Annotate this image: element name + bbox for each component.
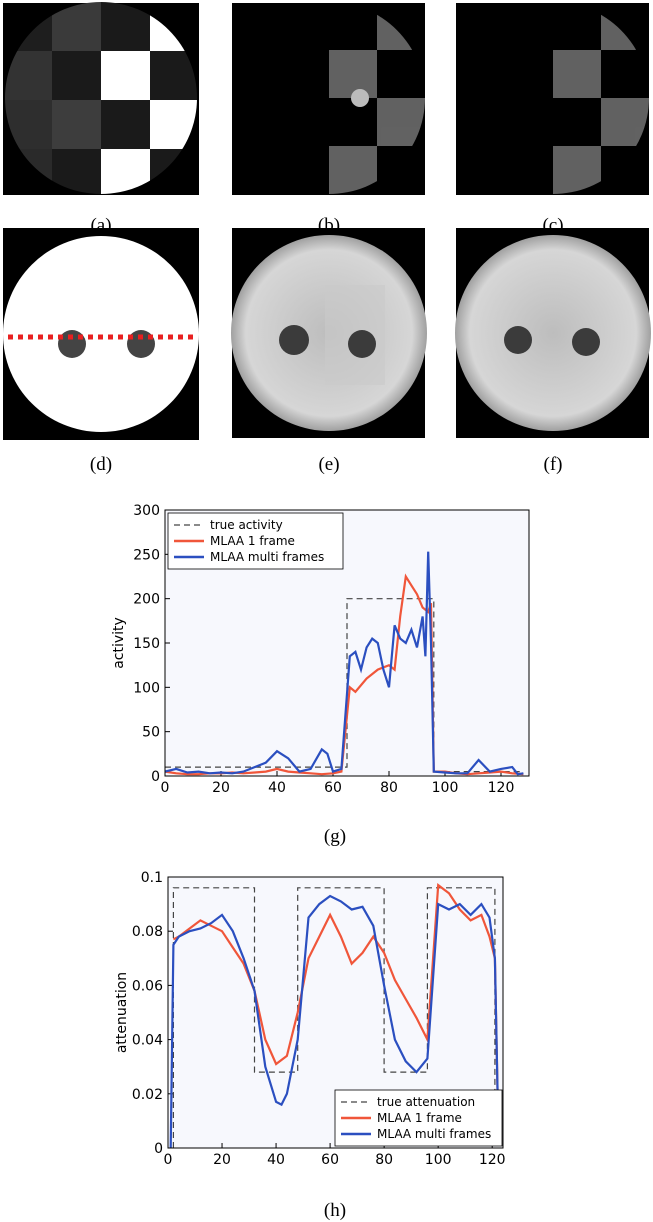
x-tick-label: 120 [488, 780, 515, 796]
y-tick-label: 0.04 [132, 1033, 163, 1049]
x-tick-label: 100 [432, 780, 459, 796]
y-tick-label: 300 [133, 503, 160, 519]
legend-label: MLAA multi frames [210, 550, 324, 564]
plot-frame [167, 876, 504, 1149]
x-tick-label: 0 [164, 1152, 173, 1168]
x-tick-label: 40 [267, 1152, 285, 1168]
caption: (h) [324, 1200, 346, 1221]
x-tick-label: 80 [380, 780, 398, 796]
y-tick-label: 0 [154, 1141, 163, 1157]
series-line [172, 882, 499, 1094]
image-e [231, 228, 427, 438]
legend-label: true attenuation [377, 1095, 475, 1109]
y-tick-label: 0.06 [132, 978, 163, 994]
y-tick-label: 0 [151, 769, 160, 785]
series-line [164, 551, 524, 776]
caption: (f) [544, 454, 563, 475]
x-tick-label: 40 [268, 780, 286, 796]
y-tick-label: 50 [142, 725, 160, 741]
image-a [3, 2, 199, 195]
x-tick-label: 100 [425, 1152, 452, 1168]
image-d [3, 228, 199, 440]
y-tick-label: 0.02 [132, 1087, 163, 1103]
y-tick-label: 150 [133, 636, 160, 652]
y-axis-label: activity [111, 617, 127, 669]
legend-label: MLAA 1 frame [377, 1111, 462, 1125]
x-tick-label: 120 [479, 1152, 506, 1168]
legend-box [334, 1089, 503, 1147]
x-tick-label: 60 [321, 1152, 339, 1168]
chart: 0 20 40 60 80 100 120 0 50 100 150 200 250 300 activit… [111, 503, 530, 796]
x-tick-label: 20 [213, 1152, 231, 1168]
caption: (b) [318, 215, 340, 236]
caption: (a) [90, 215, 111, 236]
image-f [455, 228, 651, 438]
caption: (c) [542, 215, 563, 236]
caption: (d) [90, 454, 112, 475]
y-tick-label: 0.08 [132, 924, 163, 940]
caption: (g) [324, 826, 346, 847]
image-b [232, 2, 425, 195]
x-tick-label: 80 [375, 1152, 393, 1168]
legend-label: MLAA 1 frame [210, 534, 295, 548]
series-line [169, 894, 499, 1149]
x-tick-label: 20 [212, 780, 230, 796]
chart: 0 20 40 60 80 100 120 0 0.02 0.04 0.06 0.08 0.1 atten… [114, 870, 506, 1168]
legend-label: MLAA multi frames [377, 1127, 491, 1141]
caption: (e) [318, 454, 339, 475]
legend-label: true activity [210, 518, 283, 532]
x-tick-label: 60 [324, 780, 342, 796]
image-c [456, 2, 649, 195]
plot-frame [164, 509, 530, 777]
y-tick-label: 0.1 [141, 870, 163, 886]
y-tick-label: 200 [133, 592, 160, 608]
y-tick-label: 100 [133, 680, 160, 696]
x-tick-label: 0 [161, 780, 170, 796]
y-axis-label: attenuation [114, 972, 130, 1053]
y-tick-label: 250 [133, 547, 160, 563]
